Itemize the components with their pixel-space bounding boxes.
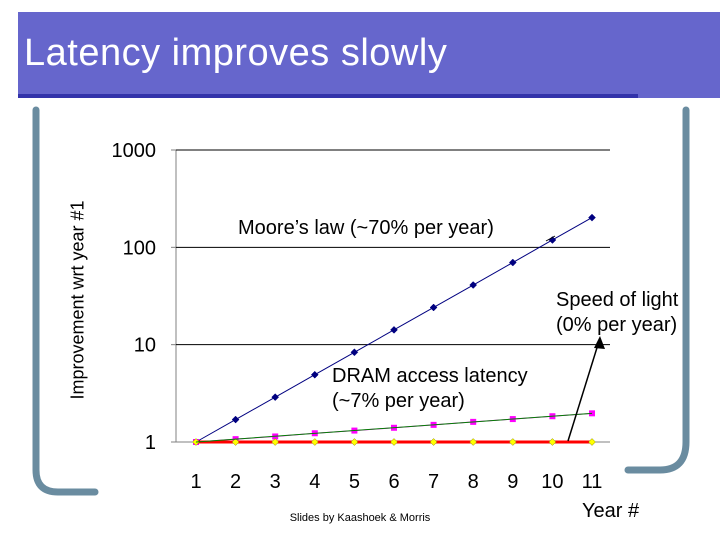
title-band: [18, 12, 720, 98]
y-axis-label: Improvement wrt year #1: [67, 200, 88, 400]
moore-point: [429, 303, 438, 312]
dram-trend-line: [195, 412, 593, 443]
slide-title: Latency improves slowly: [24, 32, 448, 74]
moore-pointer-line: [545, 235, 556, 242]
light-point: [271, 438, 280, 446]
x-tick-label: 5: [349, 471, 360, 493]
light-point: [429, 438, 438, 446]
x-tick-label: 6: [388, 471, 399, 493]
light-point: [469, 438, 478, 446]
moore-point: [469, 281, 478, 289]
moore-point: [231, 415, 240, 424]
light-point: [390, 438, 398, 446]
x-tick-label: 9: [507, 471, 518, 493]
y-tick-label: 100: [123, 237, 156, 259]
x-axis-label: Year #: [582, 500, 640, 522]
slide-frame-right: [624, 106, 690, 474]
x-tick-label: 11: [582, 471, 603, 493]
title-rule: [18, 94, 638, 98]
x-tick-label: 1: [190, 471, 201, 493]
x-tick-label: 4: [309, 471, 320, 493]
light-point: [588, 438, 596, 446]
plot-area: [176, 150, 610, 442]
dram-annotation-line-1: DRAM access latency: [332, 365, 528, 387]
moore-point: [390, 325, 398, 334]
moore-point: [310, 370, 319, 379]
moore-point: [588, 213, 596, 222]
x-tick-label: 8: [468, 471, 479, 493]
light-point: [508, 438, 517, 446]
light-annotation-line-2: (0% per year): [556, 314, 678, 336]
y-tick-label: 1000: [112, 140, 157, 162]
moore-point: [350, 348, 359, 357]
light-annotation-line-1: Speed of light: [556, 289, 679, 311]
slide-frame-left: [32, 106, 99, 496]
x-tick-label: 10: [541, 471, 563, 493]
moore-annotation-line: Moore’s law (~70% per year): [238, 217, 494, 239]
x-tick-label: 2: [230, 471, 241, 493]
dram-annotation: DRAM access latency (~7% per year): [332, 364, 528, 414]
light-point: [548, 438, 557, 446]
x-tick-label: 7: [428, 471, 439, 493]
light-annotation: Speed of light (0% per year): [556, 288, 678, 338]
moore-point: [508, 258, 517, 267]
light-pointer-line: [567, 337, 601, 442]
light-pointer-arrowhead: [594, 336, 605, 349]
moore-annotation: Moore’s law (~70% per year): [238, 216, 494, 241]
light-point: [231, 438, 240, 446]
dram-annotation-line-2: (~7% per year): [332, 390, 465, 412]
light-point: [310, 438, 319, 446]
x-tick-label: 3: [270, 471, 281, 493]
y-tick-label: 1: [145, 432, 156, 454]
footer-credit: Slides by Kaashoek & Morris: [289, 512, 431, 524]
y-tick-label: 10: [134, 335, 156, 357]
moore-point: [271, 393, 280, 401]
light-point: [350, 438, 359, 446]
